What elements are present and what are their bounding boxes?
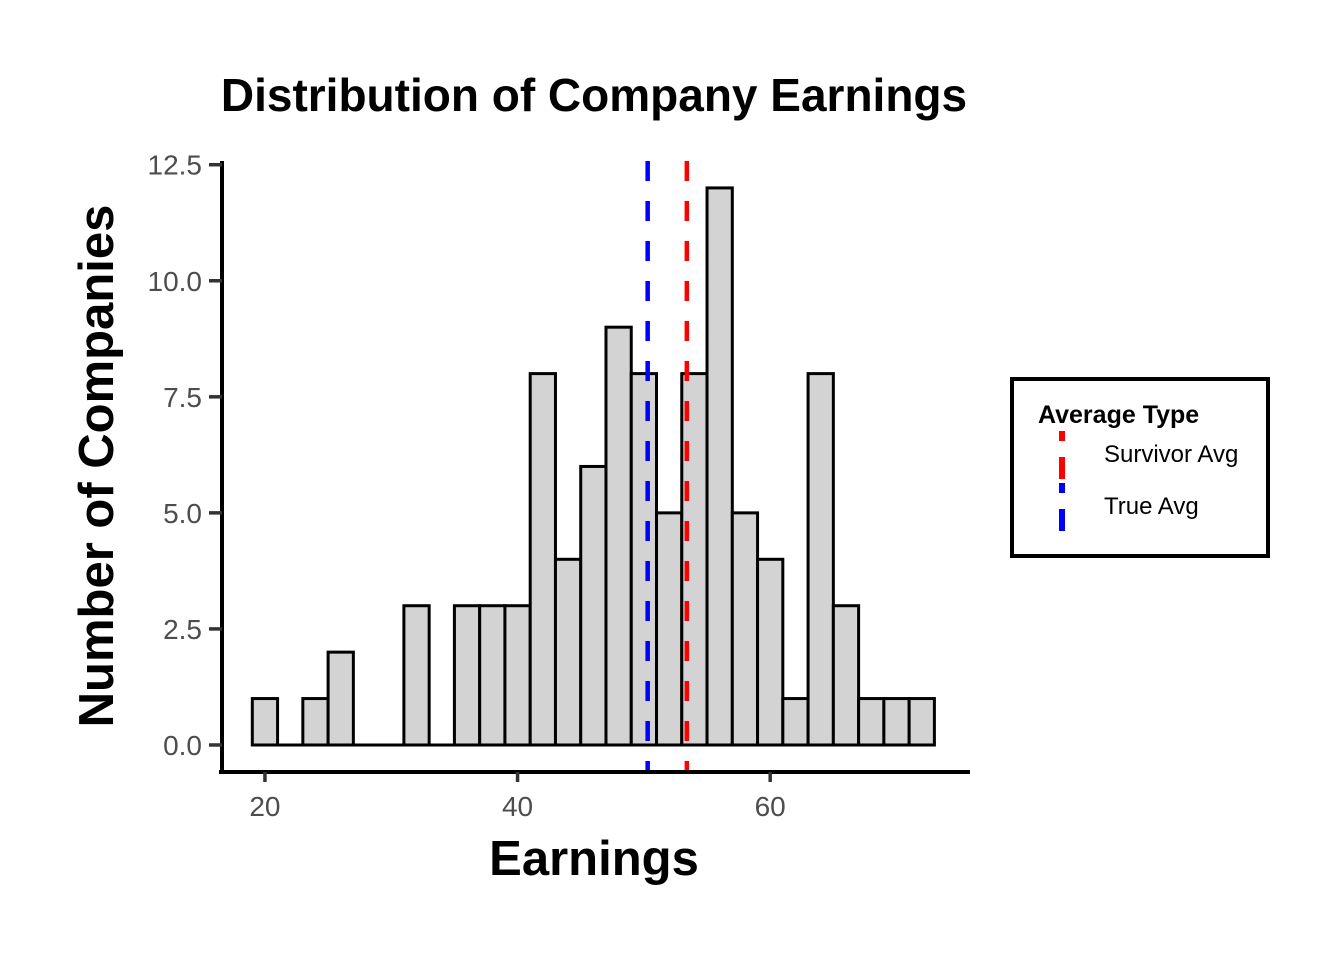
x-tick-label: 60 [755, 791, 786, 822]
histogram-bar [629, 372, 659, 747]
histogram-bar [326, 650, 355, 747]
histogram-bar [478, 604, 507, 747]
histogram-bar [907, 697, 936, 747]
y-axis-title: Number of Companies [70, 204, 124, 728]
histogram-bar [604, 325, 633, 747]
legend-entry-true-avg: True Avg [1038, 481, 1266, 533]
histogram-bar [730, 511, 760, 747]
y-tick-label: 7.5 [163, 382, 202, 413]
histogram-bar [553, 557, 583, 747]
legend-title: Average Type [1038, 401, 1200, 429]
true-avg-dashed-line-icon [1059, 483, 1065, 531]
x-tick-label: 20 [249, 791, 280, 822]
histogram-bar [857, 697, 886, 747]
histogram-bar [402, 604, 431, 747]
histogram-bar [503, 604, 532, 747]
histogram-bar [655, 511, 684, 747]
x-tick-label: 40 [502, 791, 533, 822]
y-tick-label: 5.0 [163, 498, 202, 529]
histogram-bar [301, 697, 330, 747]
histogram-bar [579, 464, 608, 747]
histogram-bar [756, 557, 785, 747]
histogram-bar [528, 372, 557, 747]
histogram-bar [250, 697, 280, 747]
survivor-avg-dashed-line-icon [1059, 431, 1065, 479]
legend: Average Type Survivor Avg True Avg [1010, 377, 1270, 558]
chart-title: Distribution of Company Earnings [220, 69, 968, 121]
y-tick-label: 0.0 [163, 730, 202, 761]
legend-label-survivor-avg: Survivor Avg [1104, 441, 1239, 468]
y-tick-label: 12.5 [148, 150, 203, 181]
y-tick-label: 10.0 [148, 266, 203, 297]
histogram-bar [882, 697, 911, 747]
y-tick-label: 2.5 [163, 614, 202, 645]
histogram-bar [452, 604, 482, 747]
legend-label-true-avg: True Avg [1104, 493, 1199, 520]
histogram-bar [781, 697, 810, 747]
histogram-bar [831, 604, 861, 747]
legend-entry-survivor-avg: Survivor Avg [1038, 429, 1266, 481]
histogram-bar [806, 372, 835, 747]
x-axis-title: Earnings [489, 832, 699, 886]
histogram-bar [705, 186, 734, 747]
